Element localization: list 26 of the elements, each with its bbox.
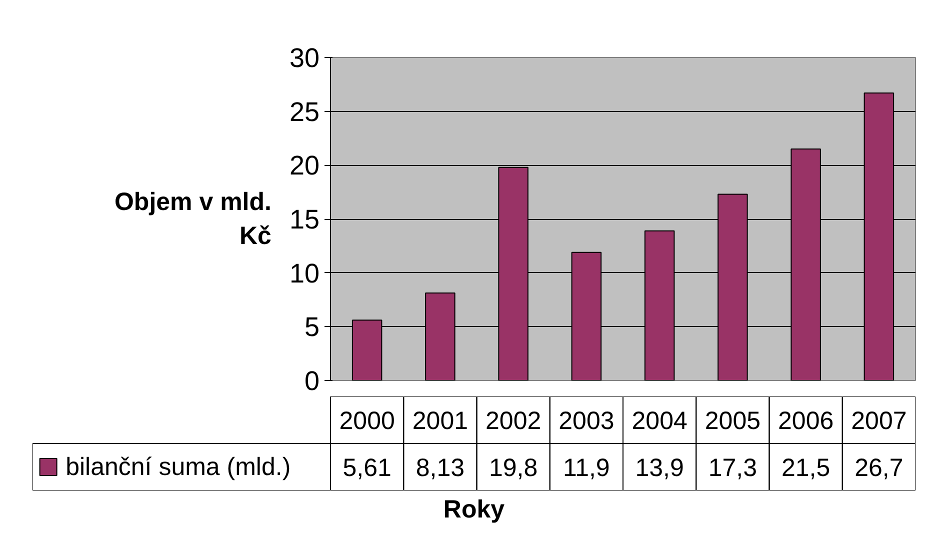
y-tick-label: 25	[289, 96, 320, 127]
y-tick-label: 15	[289, 204, 320, 234]
x-tick-label: 2003	[558, 407, 614, 435]
y-tick-label: 10	[289, 258, 320, 288]
data-label: 26,7	[854, 454, 904, 482]
data-label: 13,9	[635, 454, 684, 482]
x-tick-label: 2004	[632, 407, 688, 435]
data-label: 21,5	[781, 454, 830, 482]
y-tick-label: 0	[304, 366, 320, 396]
y-tick-label: 5	[304, 312, 320, 342]
x-tick-label: 2002	[486, 407, 542, 435]
y-tick-label: 30	[289, 43, 320, 73]
data-label: 8,13	[416, 454, 465, 482]
x-axis-title: Roky	[443, 496, 505, 524]
y-tick-label: 20	[289, 150, 320, 181]
data-label: 5,61	[342, 454, 392, 482]
data-label: 11,9	[563, 454, 610, 482]
data-label: 17,3	[708, 454, 758, 482]
legend-label: bilanční suma (mld.)	[66, 453, 291, 481]
x-tick-label: 2001	[412, 407, 468, 435]
x-tick-label: 2005	[704, 407, 761, 435]
y-axis-title: Objem v mld. Kč	[114, 188, 272, 250]
data-label: 19,8	[488, 454, 538, 482]
x-tick-label: 2000	[339, 407, 395, 435]
x-tick-label: 2007	[851, 407, 907, 435]
x-tick-label: 2006	[778, 407, 834, 435]
